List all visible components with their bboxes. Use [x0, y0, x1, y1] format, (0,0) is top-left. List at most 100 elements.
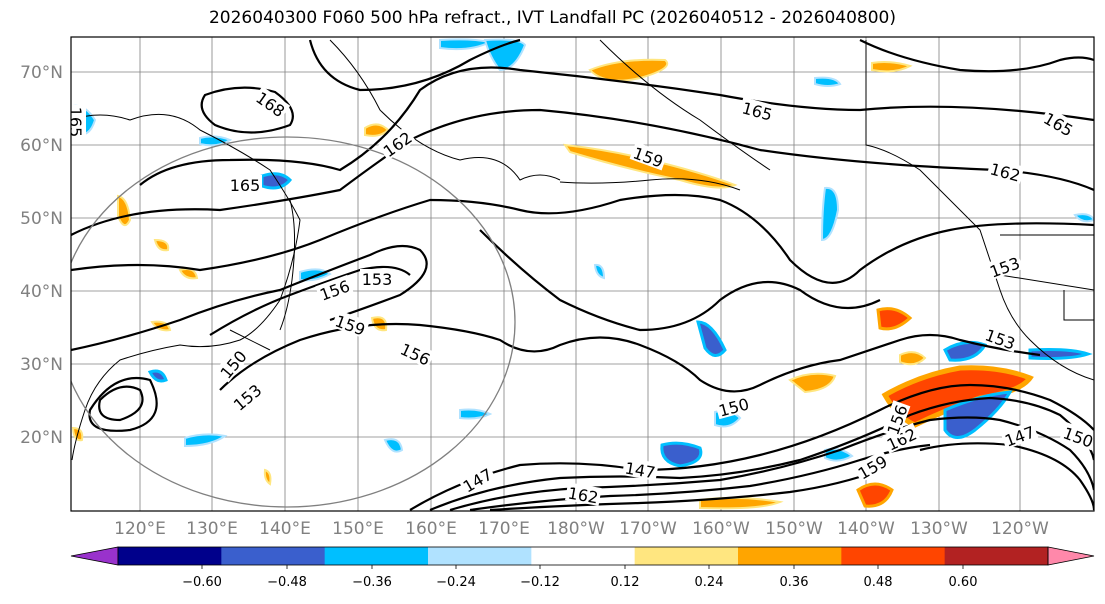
contour-156b: [489, 468, 881, 511]
contour-label-bg: [881, 422, 921, 454]
colorbar-segment: [738, 547, 842, 565]
longitude-label: 150°W: [765, 519, 823, 539]
longitude-label: 140°E: [259, 519, 311, 539]
shade-orange: [562, 143, 738, 189]
colorbar-tick-label: 0.48: [864, 575, 893, 590]
contour-label-bg: [214, 344, 251, 383]
longitude-label: 160°W: [692, 519, 750, 539]
contour-label-bg: [629, 141, 668, 171]
contour-eastloop: [919, 442, 1094, 511]
contour-label: 153: [362, 270, 393, 289]
contour-label-bg: [565, 482, 602, 506]
latitude-label: 40°N: [20, 282, 63, 302]
contour-165: [139, 66, 1094, 186]
colorbar-segment: [428, 547, 532, 565]
latitude-labels: 70°N 60°N 50°N 40°N 30°N 20°N: [20, 63, 63, 448]
contour-low: [98, 385, 144, 422]
colorbar-segment: [841, 547, 946, 565]
latitude-label: 30°N: [20, 355, 63, 375]
contour-label-bg: [852, 449, 892, 483]
colorbar-segment: [531, 547, 636, 565]
contour-156: [71, 244, 428, 352]
colorbar-tick-label: −0.60: [182, 575, 222, 590]
shade-blue: [1028, 348, 1093, 360]
contour-label-bg: [738, 96, 777, 124]
colorbar-segment: [221, 547, 326, 565]
contour-162: [71, 108, 1094, 236]
colorbar-tick-label: −0.12: [520, 575, 560, 590]
map-title: 2026040300 F060 500 hPa refract., IVT La…: [208, 8, 896, 28]
contour-147: [409, 383, 1094, 511]
colorbar-extend-min: [70, 546, 119, 566]
colorbar-tick-label: −0.48: [267, 575, 307, 590]
contour-label-bg: [986, 157, 1025, 185]
colorbar-segment: [634, 547, 739, 565]
contour-label-bg: [228, 175, 262, 193]
latitude-label: 20°N: [20, 428, 63, 448]
shade-orange: [876, 307, 913, 331]
contour-150: [219, 322, 1041, 393]
shade-blue: [1073, 213, 1094, 223]
contour-ne: [859, 39, 1094, 73]
colorbar: −0.60 −0.48 −0.36 −0.24 −0.12 0.12 0.24 0.36 0.4…: [70, 546, 1095, 590]
contour-153: [209, 265, 411, 336]
longitude-label: 150°E: [332, 519, 384, 539]
shade-blue: [147, 369, 168, 383]
shade-blue: [593, 263, 606, 280]
contour-label-bg: [377, 126, 416, 161]
shade-orange: [899, 351, 927, 366]
contour-label-bg: [396, 337, 436, 369]
colorbar-segment: [118, 547, 222, 565]
contour-label-bg: [227, 378, 266, 415]
contour-label-bg: [360, 269, 394, 287]
shade-blue: [184, 433, 228, 448]
longitude-label: 170°E: [478, 519, 530, 539]
shade-blue: [814, 76, 842, 87]
coastlines: [71, 39, 1094, 461]
longitude-label: 130°E: [186, 519, 238, 539]
contour-label-bg: [252, 86, 291, 121]
shade-orange: [856, 482, 894, 508]
contour-168: [200, 86, 294, 134]
longitude-label: 170°W: [619, 519, 677, 539]
contour-label: 165: [230, 176, 261, 195]
contour-label-bg: [1059, 421, 1094, 451]
colorbar-tick-label: 0.12: [611, 575, 640, 590]
contour-north: [308, 38, 521, 92]
contour-mid: [479, 229, 881, 332]
shade-orange: [788, 372, 837, 394]
shade-blue: [696, 320, 727, 357]
longitude-label: 180°W: [547, 519, 605, 539]
latitude-label: 60°N: [20, 136, 63, 156]
contour-label-bg: [1039, 106, 1079, 140]
landfall-radius-circle: [71, 136, 516, 508]
graticule: [71, 37, 1094, 511]
shade-orange: [263, 468, 272, 486]
shade-orange: [364, 123, 390, 137]
colorbar-tick-label: 0.24: [695, 575, 724, 590]
shade-blue: [820, 186, 840, 242]
longitude-label: 160°E: [405, 519, 457, 539]
shade-blue: [383, 438, 404, 453]
shade-blue: [199, 135, 233, 147]
longitude-label: 120°W: [991, 519, 1049, 539]
contour-label-bg: [981, 323, 1020, 353]
shade-blue: [660, 441, 703, 468]
longitude-label: 140°W: [837, 519, 895, 539]
contour-label-bg: [457, 462, 497, 496]
plot-background: [71, 37, 1094, 511]
colorbar-segment: [944, 547, 1049, 565]
contour-label-bg: [622, 457, 659, 481]
colorbar-frame: [117, 546, 1049, 566]
contour-label-bg: [714, 392, 753, 420]
contour-label-bg: [331, 309, 370, 339]
latitude-label: 50°N: [20, 209, 63, 229]
longitude-label: 130°W: [910, 519, 968, 539]
colorbar-tick-label: 0.60: [949, 575, 978, 590]
colorbar-segment: [324, 547, 429, 565]
colorbar-tick-label: 0.36: [780, 575, 809, 590]
shade-orange: [871, 61, 913, 73]
contour-label-bg: [881, 400, 911, 439]
longitude-label: 120°E: [114, 519, 166, 539]
